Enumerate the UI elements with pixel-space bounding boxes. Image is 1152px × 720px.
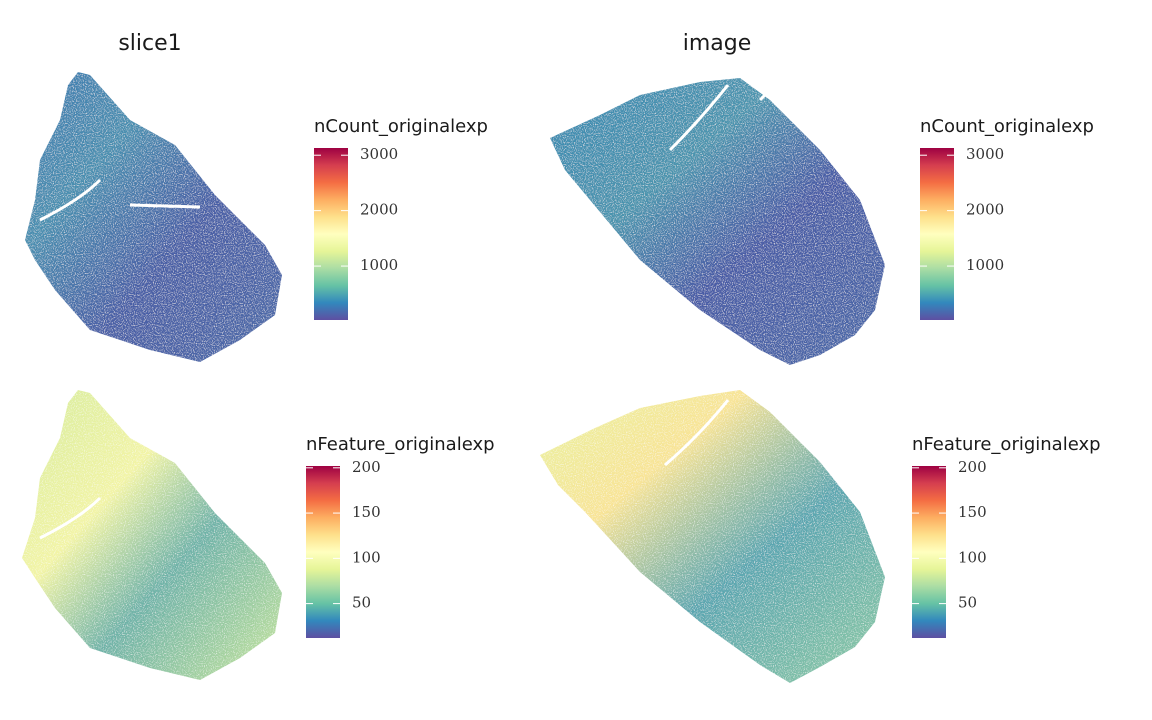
colorbar bbox=[306, 466, 340, 638]
tissue-slice1-feature bbox=[22, 390, 282, 680]
colorbar-tick-label: 100 bbox=[352, 548, 381, 566]
legend-title: nFeature_originalexp bbox=[306, 434, 495, 455]
legend-title: nFeature_originalexp bbox=[912, 434, 1101, 455]
panel-title: slice1 bbox=[118, 31, 181, 56]
colorbar-tick-label: 1000 bbox=[966, 256, 1004, 274]
tissue-gap bbox=[664, 399, 730, 467]
tissue-gap bbox=[39, 496, 102, 540]
colorbar bbox=[912, 466, 946, 638]
panel-title: image bbox=[683, 31, 752, 56]
colorbar-tick-label: 1000 bbox=[360, 256, 398, 274]
colorbar-tick-label: 3000 bbox=[360, 145, 398, 163]
colorbar-tick-label: 200 bbox=[352, 458, 381, 476]
legend-title: nCount_originalexp bbox=[920, 116, 1094, 137]
tissue-image-feature bbox=[540, 390, 885, 683]
tissue-image-count bbox=[550, 78, 885, 365]
colorbar-tick-label: 150 bbox=[352, 503, 381, 521]
colorbar-tick-label: 2000 bbox=[360, 201, 398, 219]
colorbar-tick-label: 100 bbox=[958, 548, 987, 566]
colorbar-tick-label: 50 bbox=[352, 594, 371, 612]
colorbar-tick-label: 50 bbox=[958, 594, 977, 612]
colorbar bbox=[920, 148, 954, 320]
colorbar bbox=[314, 148, 348, 320]
colorbar-tick-label: 3000 bbox=[966, 145, 1004, 163]
colorbar-tick-label: 2000 bbox=[966, 201, 1004, 219]
legend-title: nCount_originalexp bbox=[314, 116, 488, 137]
colorbar-tick-label: 200 bbox=[958, 458, 987, 476]
colorbar-tick-label: 150 bbox=[958, 503, 987, 521]
tissue-gap bbox=[39, 178, 201, 222]
tissue-slice1-count bbox=[25, 72, 282, 362]
tissue-gap bbox=[668, 84, 767, 152]
